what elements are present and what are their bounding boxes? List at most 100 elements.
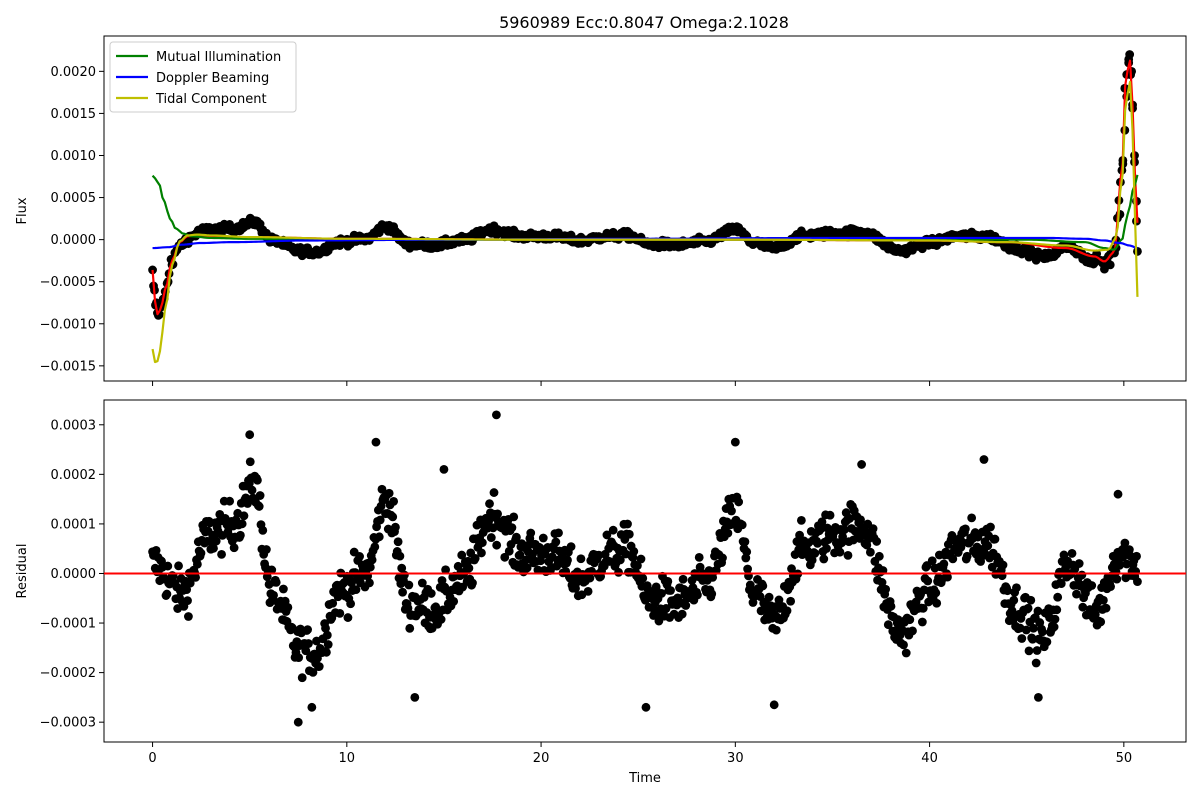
residual-data-point <box>294 653 304 663</box>
residual-data-point <box>1067 549 1077 558</box>
residual-data-point <box>515 550 525 560</box>
residual-data-point <box>623 519 632 529</box>
residual-data-point <box>943 572 952 582</box>
residual-data-point <box>403 603 413 613</box>
residual-data-point <box>426 589 436 598</box>
residual-data-point <box>877 578 887 587</box>
residual-data-point <box>477 538 487 548</box>
residual-data-point <box>526 528 536 538</box>
residual-data-point <box>883 620 893 630</box>
residual-data-point <box>245 457 255 467</box>
residual-data-point <box>632 561 642 571</box>
residual-data-point <box>865 547 875 557</box>
residual-data-point <box>417 578 427 588</box>
residual-data-point <box>1038 627 1047 637</box>
residual-data-point <box>629 547 639 556</box>
residual-data-point <box>1024 646 1034 656</box>
residual-data-point <box>225 496 235 506</box>
residual-data-point <box>901 648 911 658</box>
residual-data-point <box>308 667 318 677</box>
residual-data-point <box>962 551 972 561</box>
residual-data-point <box>182 585 192 595</box>
residual-data-point <box>1106 582 1115 592</box>
residual-data-point <box>247 485 257 495</box>
residual-data-point <box>998 560 1008 570</box>
residual-data-point <box>439 464 449 474</box>
residual-data-point <box>899 640 908 650</box>
flux-data-point <box>148 265 157 275</box>
residual-data-point <box>677 609 687 619</box>
residual-data-point <box>723 528 733 538</box>
residual-data-point <box>986 522 995 532</box>
residual-data-point <box>237 519 247 529</box>
residual-data-point <box>163 561 173 571</box>
residual-data-point <box>638 573 648 583</box>
residual-data-point <box>395 551 405 561</box>
residual-data-point <box>918 603 928 613</box>
residual-data-point <box>297 673 307 683</box>
residual-data-point <box>492 540 502 550</box>
residual-data-point <box>967 513 977 523</box>
residual-data-point <box>1042 637 1052 647</box>
residual-data-point <box>191 572 200 582</box>
residual-data-point <box>678 574 688 584</box>
residual-data-point <box>839 525 849 534</box>
residual-x-tick-label: 20 <box>533 751 550 766</box>
residual-data-point <box>734 497 744 507</box>
residual-plot-area <box>104 410 1186 727</box>
residual-data-point <box>1120 538 1130 548</box>
residual-data-point <box>335 608 345 618</box>
residual-data-point <box>1056 579 1066 589</box>
residual-data-point <box>636 554 646 564</box>
residual-data-point <box>868 524 878 534</box>
residual-data-point <box>1009 595 1019 605</box>
residual-data-point <box>707 589 717 599</box>
residual-data-point <box>1023 603 1033 613</box>
residual-data-point <box>740 537 750 547</box>
residual-data-point <box>389 496 399 506</box>
residual-data-point <box>367 555 377 565</box>
residual-data-point <box>307 702 317 712</box>
residual-data-point <box>533 565 543 575</box>
residual-data-point <box>441 565 451 575</box>
residual-data-point <box>1032 646 1042 655</box>
residual-y-tick-label: 0.0003 <box>51 418 97 433</box>
residual-data-point <box>939 559 949 569</box>
residual-data-point <box>493 509 502 519</box>
residual-data-point <box>410 692 420 702</box>
residual-data-point <box>1007 606 1017 615</box>
legend-entry: Tidal Component <box>155 92 267 107</box>
residual-data-point <box>436 615 446 624</box>
residual-data-point <box>209 543 218 553</box>
residual-data-point <box>681 601 691 610</box>
residual-data-point <box>184 612 193 621</box>
residual-data-point <box>477 548 486 558</box>
residual-data-point <box>614 567 623 577</box>
residual-y-tick-label: −0.0003 <box>40 716 96 731</box>
residual-data-point <box>923 576 933 586</box>
residual-data-point <box>322 630 332 640</box>
residual-data-point <box>504 546 514 556</box>
residual-data-point <box>322 647 331 657</box>
legend-entry: Mutual Illumination <box>156 50 281 65</box>
residual-data-point <box>269 590 278 600</box>
residual-data-point <box>874 551 884 561</box>
residual-data-point <box>856 515 865 525</box>
residual-data-point <box>393 537 403 547</box>
residual-data-point <box>271 577 281 587</box>
residual-data-point <box>758 581 768 591</box>
residual-data-point <box>283 603 293 612</box>
residual-data-point <box>449 596 459 606</box>
residual-data-point <box>615 555 625 565</box>
residual-data-point <box>624 529 634 539</box>
residual-data-point <box>641 702 651 712</box>
residual-data-point <box>464 563 474 573</box>
residual-data-point <box>468 578 477 588</box>
residual-data-point <box>239 511 249 521</box>
residual-data-point <box>822 544 831 553</box>
residual-data-point <box>391 522 400 532</box>
residual-data-point <box>399 570 409 580</box>
residual-data-point <box>983 541 993 551</box>
residual-data-point <box>1132 551 1141 561</box>
residual-data-point <box>1033 692 1043 702</box>
